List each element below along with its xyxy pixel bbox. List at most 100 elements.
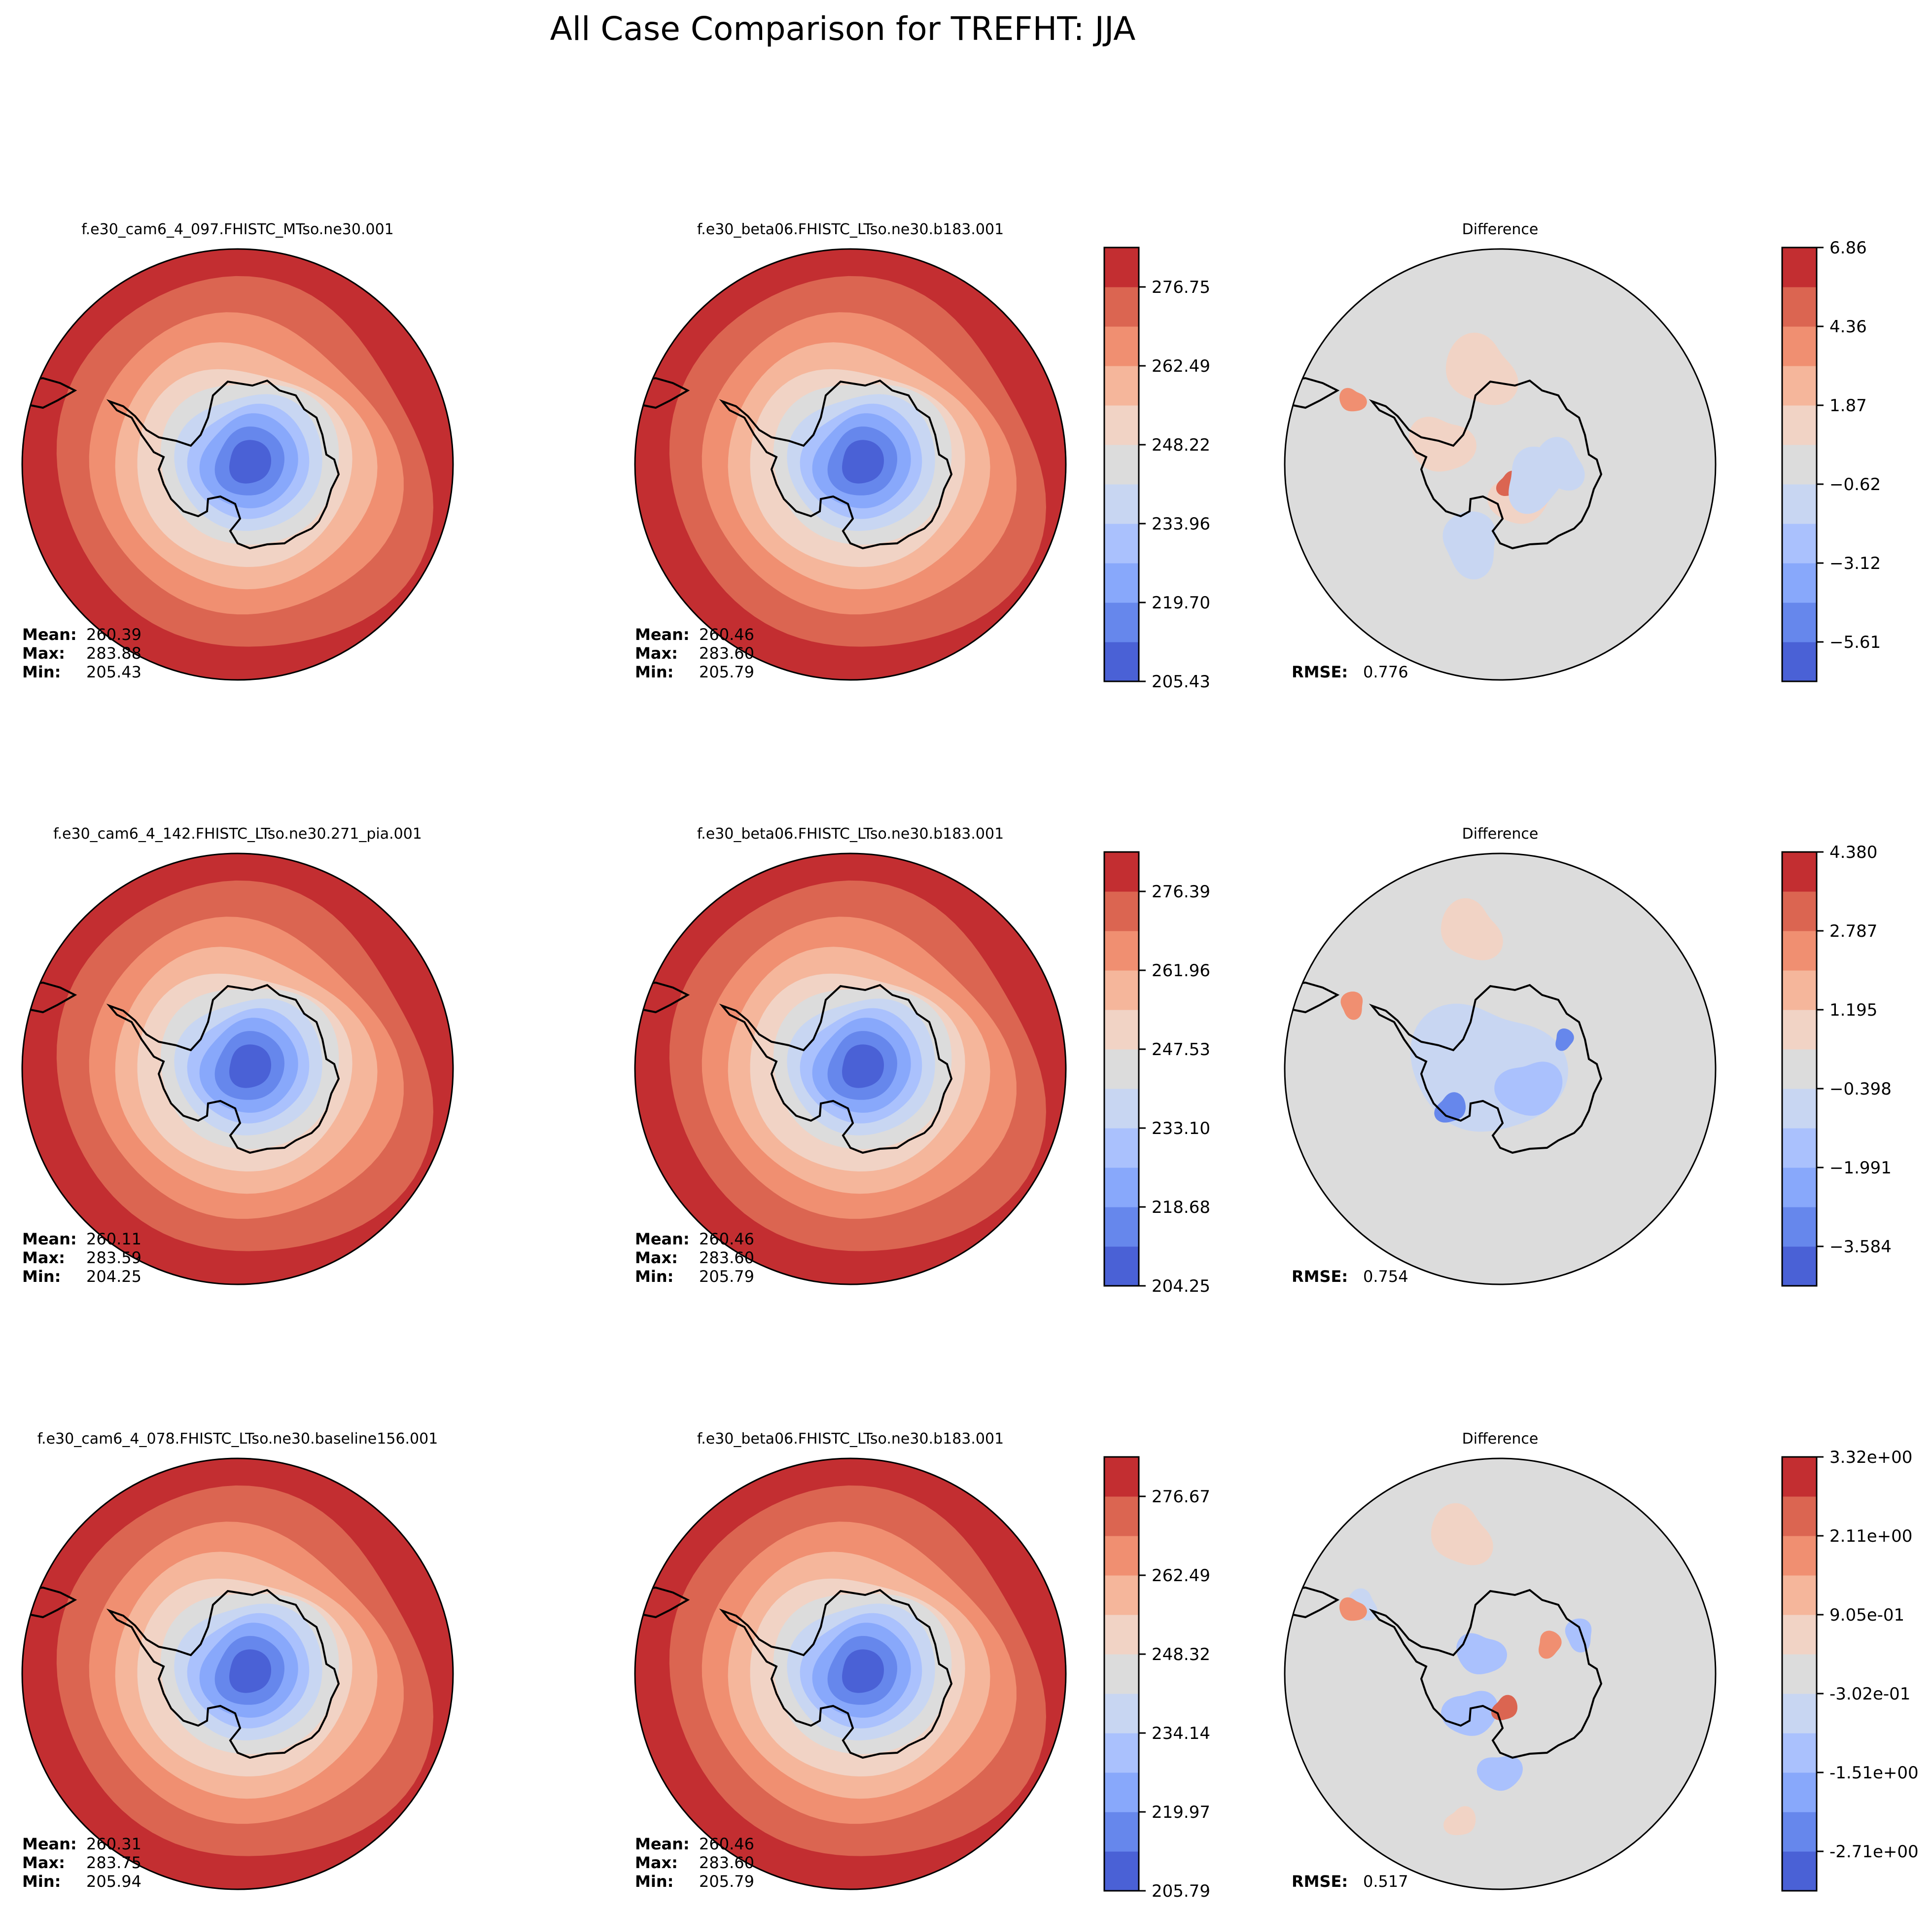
colorbar-tick-label: 233.96 [1152, 514, 1210, 534]
colorbar-level [1782, 326, 1817, 366]
colorbar-tick-label: 3.32e+00 [1829, 1448, 1912, 1467]
colorbar-level [1782, 891, 1817, 931]
stat-label: Max: [22, 1853, 65, 1872]
colorbar-level [1782, 1654, 1817, 1694]
stat-value: 260.31 [86, 1835, 141, 1853]
stat-value: 0.754 [1363, 1267, 1408, 1286]
colorbar-tick-label: 248.32 [1152, 1645, 1210, 1664]
colorbar-level [1104, 891, 1139, 931]
colorbar-level [1104, 1575, 1139, 1615]
colorbar-tick-label: 9.05e-01 [1829, 1605, 1904, 1625]
colorbar-tick-label: 1.195 [1829, 1000, 1877, 1020]
field-band [1285, 1458, 1716, 1889]
field-anomaly [1494, 1062, 1563, 1116]
stat-label: RMSE: [1292, 1267, 1348, 1286]
panel-title: Difference [1462, 1430, 1539, 1448]
colorbar-level [1104, 326, 1139, 366]
field-anomaly [1456, 1633, 1507, 1674]
colorbar-tick-label: 276.39 [1152, 882, 1210, 902]
field-contour [229, 1044, 271, 1088]
colorbar-level [1104, 852, 1139, 892]
map-field [635, 249, 1066, 680]
stat-label: Max: [22, 644, 65, 663]
stat-label: Mean: [22, 625, 77, 644]
colorbar-tick-label: −3.584 [1829, 1237, 1892, 1257]
colorbar-tick-label: 1.87 [1829, 396, 1867, 416]
stat-label: Min: [635, 1267, 673, 1286]
stat-label: Min: [635, 1872, 673, 1891]
colorbar-level [1104, 484, 1139, 524]
colorbar-level [1104, 1049, 1139, 1089]
stat-label: Min: [22, 1267, 61, 1286]
colorbar-tick-label: 205.43 [1152, 672, 1210, 692]
colorbar-frame [1781, 1456, 1818, 1892]
coastline-antarctica [1369, 1589, 1603, 1759]
colorbar-level [1782, 931, 1817, 971]
panel-title: Difference [1462, 221, 1539, 238]
colorbar-tick-label: −5.61 [1829, 633, 1881, 652]
colorbar-tick-label: 261.96 [1152, 961, 1210, 981]
map-field [22, 249, 453, 680]
colorbar-level [1782, 1851, 1817, 1891]
stat-value: 260.46 [699, 625, 754, 644]
polar-map-4 [21, 852, 454, 1285]
stat-value: 0.517 [1363, 1872, 1408, 1891]
colorbar-tick-label: −0.398 [1829, 1079, 1892, 1099]
field-anomaly [1431, 1503, 1493, 1565]
colorbar-level [1104, 524, 1139, 564]
colorbar-tick-label: −0.62 [1829, 475, 1881, 495]
colorbar-tick-label: 205.79 [1152, 1881, 1210, 1901]
colorbar-level [1782, 484, 1817, 524]
colorbar-tick-label: 4.380 [1829, 843, 1877, 862]
stat-label: Mean: [22, 1230, 77, 1248]
colorbar-tick-label: 219.97 [1152, 1803, 1210, 1822]
colorbar-level [1782, 1733, 1817, 1773]
colorbar-level [1104, 1457, 1139, 1497]
stat-value: 260.46 [699, 1835, 754, 1853]
stat-value: 283.59 [86, 1248, 141, 1267]
field-anomaly [1476, 1756, 1523, 1791]
colorbar-tick-label: 2.11e+00 [1829, 1526, 1912, 1546]
map-field [1285, 1458, 1716, 1889]
colorbar-tick-label: 4.36 [1829, 317, 1867, 337]
stat-value: 205.94 [86, 1872, 141, 1891]
map-boundary [1284, 248, 1717, 681]
colorbar-frame [1781, 851, 1818, 1287]
polar-map-3 [1284, 248, 1717, 681]
colorbar-tick-label: -3.02e-01 [1829, 1684, 1910, 1704]
colorbar-frame [1103, 851, 1140, 1287]
stat-value: 0.776 [1363, 663, 1408, 681]
colorbar-level [1104, 602, 1139, 642]
colorbar-level [1104, 642, 1139, 682]
colorbar-level [1782, 1246, 1817, 1286]
colorbar-level [1104, 1694, 1139, 1734]
map-boundary [634, 1457, 1067, 1890]
stat-label: Min: [22, 1872, 61, 1891]
colorbar-level [1782, 1089, 1817, 1129]
stat-label: Max: [635, 644, 678, 663]
coastline-antarctica [106, 984, 340, 1154]
colorbar-level [1104, 366, 1139, 406]
colorbar-frame [1103, 1456, 1140, 1892]
field-anomaly [1339, 388, 1367, 412]
colorbar-level [1782, 970, 1817, 1010]
map-boundary [1284, 1457, 1717, 1890]
stat-value: 260.39 [86, 625, 141, 644]
colorbar-level [1782, 563, 1817, 603]
colorbar-tick-label: -2.71e+00 [1829, 1842, 1919, 1862]
coastline-antarctica [719, 984, 953, 1154]
stat-label: RMSE: [1292, 1872, 1348, 1891]
colorbar-tick-label: 204.25 [1152, 1276, 1210, 1296]
colorbar-level [1782, 1812, 1817, 1852]
colorbar-level [1104, 1128, 1139, 1168]
colorbar-tick-label: 2.787 [1829, 921, 1877, 941]
map-field [635, 1458, 1066, 1889]
colorbar-level [1104, 1207, 1139, 1247]
colorbar-level [1782, 1010, 1817, 1050]
map-field [1285, 249, 1716, 680]
stat-value: 283.60 [699, 644, 754, 663]
coastline-antarctica [719, 1589, 953, 1759]
polar-map-1 [21, 248, 454, 681]
field-anomaly [1442, 511, 1496, 580]
